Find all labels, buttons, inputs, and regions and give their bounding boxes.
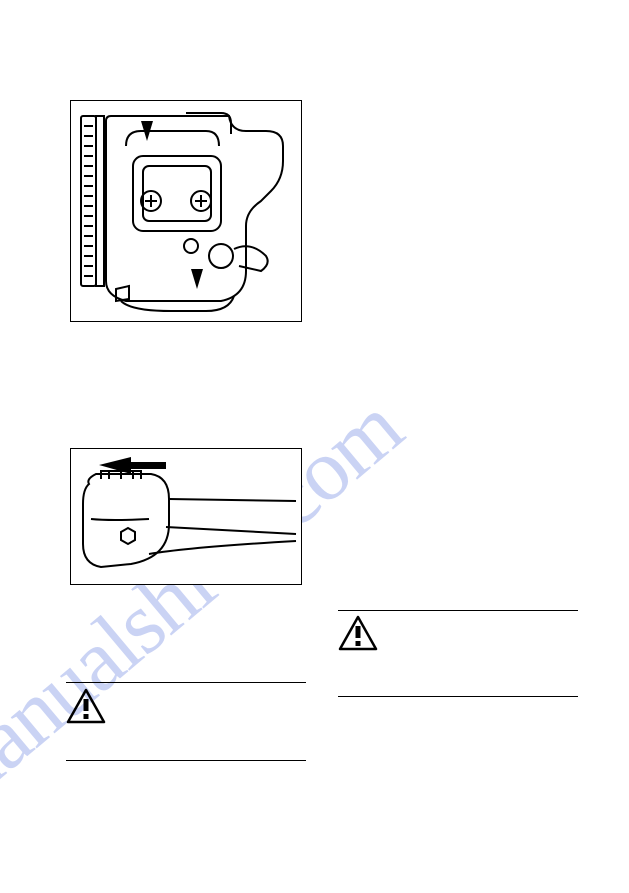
figure-engine [70, 100, 302, 322]
figure-throttle [70, 448, 302, 585]
warning-icon-left [66, 688, 106, 724]
hr-right-bottom [338, 696, 578, 697]
watermark-text: manualshive.com [0, 377, 421, 833]
warning-icon-right [338, 615, 378, 651]
engine-diagram [71, 101, 301, 321]
hr-right-top [338, 610, 578, 611]
hr-left-top [66, 682, 306, 683]
page-container: manualshive.com [0, 0, 629, 893]
hr-left-bottom [66, 760, 306, 761]
throttle-diagram [71, 449, 301, 584]
